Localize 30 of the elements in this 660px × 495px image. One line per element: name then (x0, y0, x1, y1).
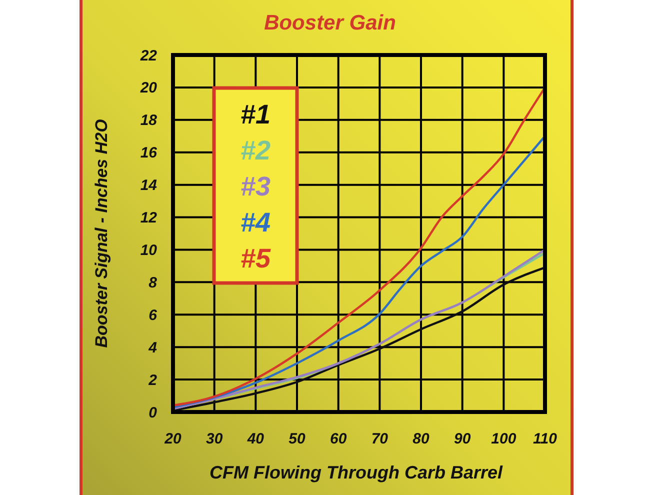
y-tick-label: 10 (140, 242, 158, 259)
text: #4 (240, 207, 271, 238)
y-tick-label: 18 (140, 112, 158, 130)
y-tick-label: 0 (148, 404, 158, 422)
y-tick-label: 20 (139, 80, 158, 97)
x-tick-label: 30 (206, 430, 224, 448)
x-tick-label: 20 (164, 430, 182, 448)
text: #1 (240, 99, 271, 130)
y-tick-label: 22 (139, 47, 158, 64)
x-tick-label: 60 (330, 430, 348, 448)
y-tick-label: 12 (140, 210, 158, 227)
x-tick-label: 90 (454, 430, 472, 448)
x-tick-label: 50 (288, 430, 306, 448)
y-tick-label: 14 (140, 177, 158, 194)
y-axis-title: Booster Signal - Inches H2O (92, 119, 111, 348)
y-tick-label: 8 (148, 274, 158, 292)
y-tick-label: 6 (148, 306, 158, 324)
x-tick-label: 100 (491, 430, 517, 448)
x-axis-title: CFM Flowing Through Carb Barrel (210, 462, 504, 482)
x-tick-label: 110 (533, 430, 558, 448)
x-tick-label: 40 (246, 430, 265, 448)
y-tick-label: 4 (148, 339, 158, 356)
y-tick-label: 2 (148, 372, 158, 389)
y-tick-label: 16 (140, 144, 158, 162)
x-tick-label: 80 (412, 430, 430, 448)
text: #5 (240, 243, 272, 274)
x-tick-label: 70 (371, 430, 389, 448)
chart-title: Booster Gain (264, 11, 396, 34)
text: #3 (240, 171, 271, 202)
text: #2 (240, 135, 271, 166)
